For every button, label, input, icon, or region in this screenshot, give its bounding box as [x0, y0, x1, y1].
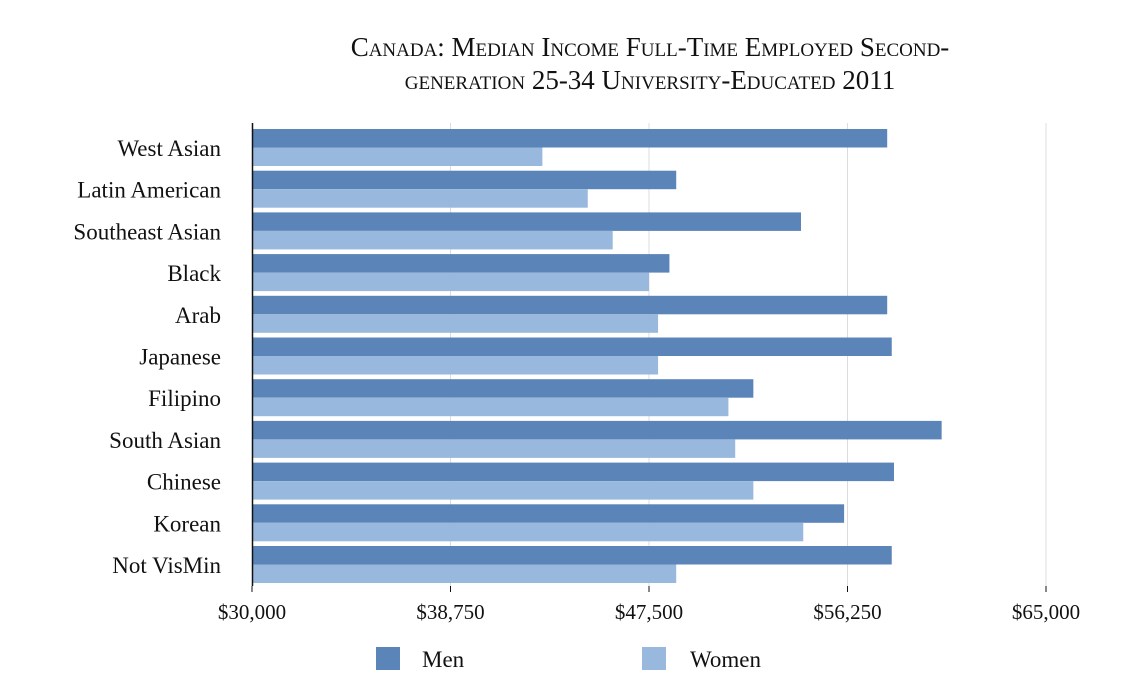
bar-women — [252, 356, 659, 375]
x-tick-label: $38,750 — [416, 600, 484, 624]
legend-swatch-men — [376, 647, 400, 670]
category-label: Southeast Asian — [73, 219, 221, 244]
bar-men — [252, 379, 754, 398]
x-tick-labels: $30,000 $38,750 $47,500 $56,250 $65,000 — [218, 586, 1080, 624]
bar-women — [252, 272, 649, 292]
category-label: Latin American — [77, 178, 221, 203]
category-label: Arab — [175, 303, 221, 328]
bar-men — [252, 212, 801, 231]
bar-women — [252, 147, 543, 166]
category-label: Not VisMin — [112, 553, 221, 578]
bar-women — [252, 439, 736, 458]
category-label: West Asian — [117, 136, 221, 161]
bars — [252, 129, 942, 583]
chart-title-line-1: Canada: Median Income Full-Time Employed… — [351, 32, 950, 62]
x-tick-label: $30,000 — [218, 600, 286, 624]
bar-men — [252, 254, 670, 273]
bar-women — [252, 189, 588, 208]
category-label: South Asian — [109, 428, 221, 453]
category-label: Chinese — [147, 470, 221, 495]
bar-men — [252, 129, 888, 148]
bar-men — [252, 504, 845, 523]
bar-women — [252, 481, 754, 500]
legend-label-women: Women — [690, 647, 761, 672]
bar-women — [252, 397, 729, 417]
x-tick-label: $47,500 — [615, 600, 683, 624]
bar-women — [252, 522, 804, 542]
bar-men — [252, 295, 888, 315]
legend-label-men: Men — [422, 647, 465, 672]
category-label: Black — [167, 261, 221, 286]
bar-women — [252, 314, 659, 333]
bar-men — [252, 462, 895, 482]
bar-women — [252, 230, 613, 250]
bar-women — [252, 564, 677, 583]
x-tick-label: $65,000 — [1012, 600, 1080, 624]
bar-men — [252, 546, 892, 565]
category-label: Japanese — [139, 345, 221, 370]
legend-swatch-women — [642, 647, 666, 670]
category-labels: West Asian Latin American Southeast Asian B… — [73, 136, 221, 578]
bar-men — [252, 337, 892, 356]
bar-men — [252, 420, 942, 440]
legend: Men Women — [376, 647, 761, 672]
chart-title-line-2: generation 25-34 University-Educated 201… — [405, 65, 895, 95]
category-label: Korean — [153, 511, 221, 536]
x-tick-label: $56,250 — [813, 600, 881, 624]
bar-men — [252, 170, 677, 190]
category-label: Filipino — [148, 386, 221, 411]
